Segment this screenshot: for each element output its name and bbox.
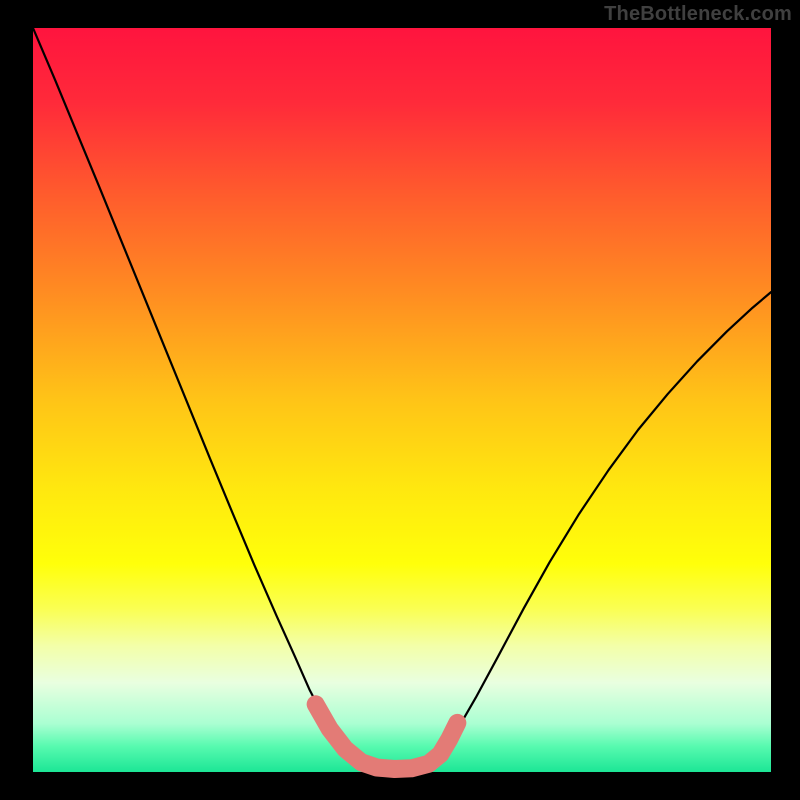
watermark-label: TheBottleneck.com	[604, 3, 792, 26]
bottleneck-chart	[0, 0, 800, 800]
chart-frame: TheBottleneck.com	[0, 0, 800, 800]
